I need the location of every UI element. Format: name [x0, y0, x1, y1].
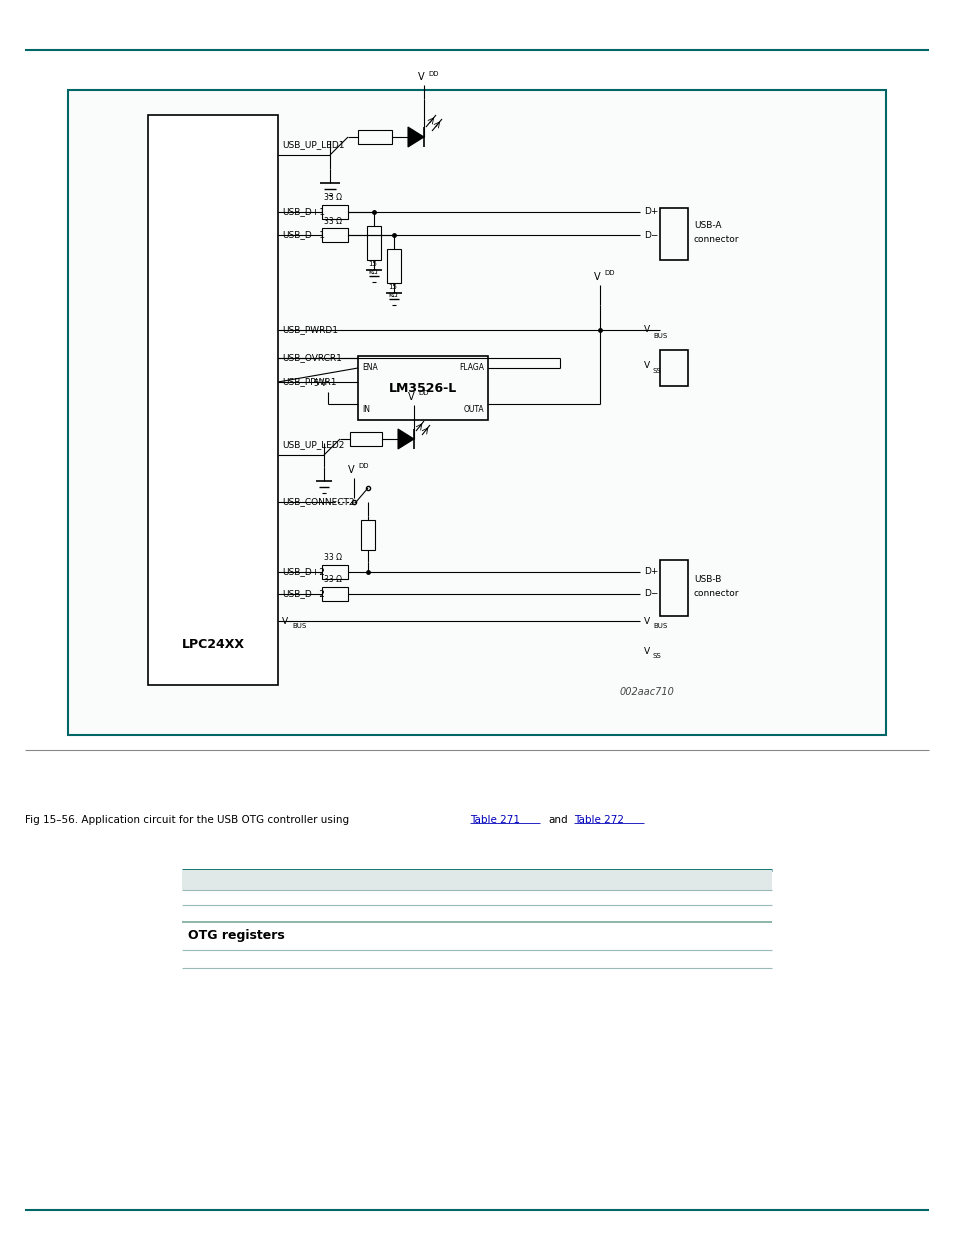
Text: USB_D+2: USB_D+2 — [282, 568, 325, 577]
Text: LM3526-L: LM3526-L — [389, 382, 456, 394]
Text: 15: 15 — [368, 261, 376, 267]
Text: 33 Ω: 33 Ω — [324, 553, 341, 562]
Text: USB_OVRCR1: USB_OVRCR1 — [282, 353, 341, 363]
Text: DD: DD — [603, 270, 614, 275]
Text: D+: D+ — [643, 207, 658, 216]
Text: USB-A: USB-A — [693, 221, 720, 231]
Text: D−: D− — [643, 589, 658, 599]
Text: 33 Ω: 33 Ω — [324, 216, 341, 226]
Text: V: V — [643, 646, 649, 656]
Bar — [659, 559, 687, 616]
Text: V: V — [282, 616, 288, 625]
Polygon shape — [408, 127, 423, 147]
Text: Table 272: Table 272 — [574, 815, 623, 825]
Text: DD: DD — [428, 70, 438, 77]
Text: 5 V: 5 V — [314, 379, 326, 389]
Bar — [350, 432, 381, 446]
Text: V: V — [643, 326, 649, 335]
Bar — [367, 226, 380, 261]
Text: D+: D+ — [643, 568, 658, 577]
Text: OUTA: OUTA — [463, 405, 483, 415]
Text: USB_UP_LED2: USB_UP_LED2 — [282, 441, 344, 450]
Text: V: V — [643, 361, 649, 369]
Text: BUS: BUS — [292, 622, 306, 629]
Text: 15: 15 — [388, 284, 396, 290]
Text: LPC24XX: LPC24XX — [181, 638, 244, 652]
Bar — [322, 587, 348, 601]
Text: DD: DD — [357, 463, 368, 469]
Text: V: V — [408, 391, 415, 403]
Text: kΩ: kΩ — [388, 291, 397, 298]
Text: Fig 15–56. Application circuit for the USB OTG controller using: Fig 15–56. Application circuit for the U… — [25, 815, 352, 825]
Bar — [360, 520, 375, 550]
Text: BUS: BUS — [652, 622, 666, 629]
Text: SS: SS — [652, 368, 661, 374]
Text: V: V — [594, 272, 600, 282]
Bar — [182, 869, 771, 890]
Text: USB_D+1: USB_D+1 — [282, 207, 325, 216]
Text: and: and — [547, 815, 567, 825]
Text: FLAGA: FLAGA — [458, 363, 483, 373]
Bar — [357, 130, 392, 144]
Text: USB_D−2: USB_D−2 — [282, 589, 325, 599]
Text: V: V — [348, 466, 355, 475]
Text: 002aac710: 002aac710 — [619, 687, 674, 697]
Bar — [148, 115, 277, 685]
Text: BUS: BUS — [652, 333, 666, 338]
Text: USB_D−1: USB_D−1 — [282, 231, 325, 240]
Bar — [322, 564, 348, 579]
Text: V: V — [643, 616, 649, 625]
Text: connector: connector — [693, 589, 739, 599]
Bar — [659, 207, 687, 261]
Text: IN: IN — [361, 405, 370, 415]
Text: OTG registers: OTG registers — [188, 930, 284, 942]
Bar — [68, 90, 885, 735]
Bar — [322, 205, 348, 219]
Text: 33 Ω: 33 Ω — [324, 194, 341, 203]
Text: 33 Ω: 33 Ω — [324, 576, 341, 584]
Bar — [659, 350, 687, 387]
Bar — [322, 228, 348, 242]
Text: DD: DD — [417, 390, 428, 396]
Text: USB-B: USB-B — [693, 576, 720, 584]
Text: connector: connector — [693, 236, 739, 245]
Text: SS: SS — [652, 653, 661, 659]
Text: D−: D− — [643, 231, 658, 240]
Polygon shape — [397, 429, 414, 450]
Text: ENA: ENA — [361, 363, 377, 373]
Bar — [357, 356, 488, 420]
Text: USB_UP_LED1: USB_UP_LED1 — [282, 141, 344, 149]
Text: V: V — [417, 72, 424, 82]
Text: USB_PWRD1: USB_PWRD1 — [282, 326, 337, 335]
Text: kΩ: kΩ — [368, 269, 377, 275]
Text: Table 271: Table 271 — [470, 815, 519, 825]
Bar — [387, 249, 400, 283]
Text: USB_PPWR1: USB_PPWR1 — [282, 378, 336, 387]
Text: USB_CONNECT2: USB_CONNECT2 — [282, 498, 355, 506]
